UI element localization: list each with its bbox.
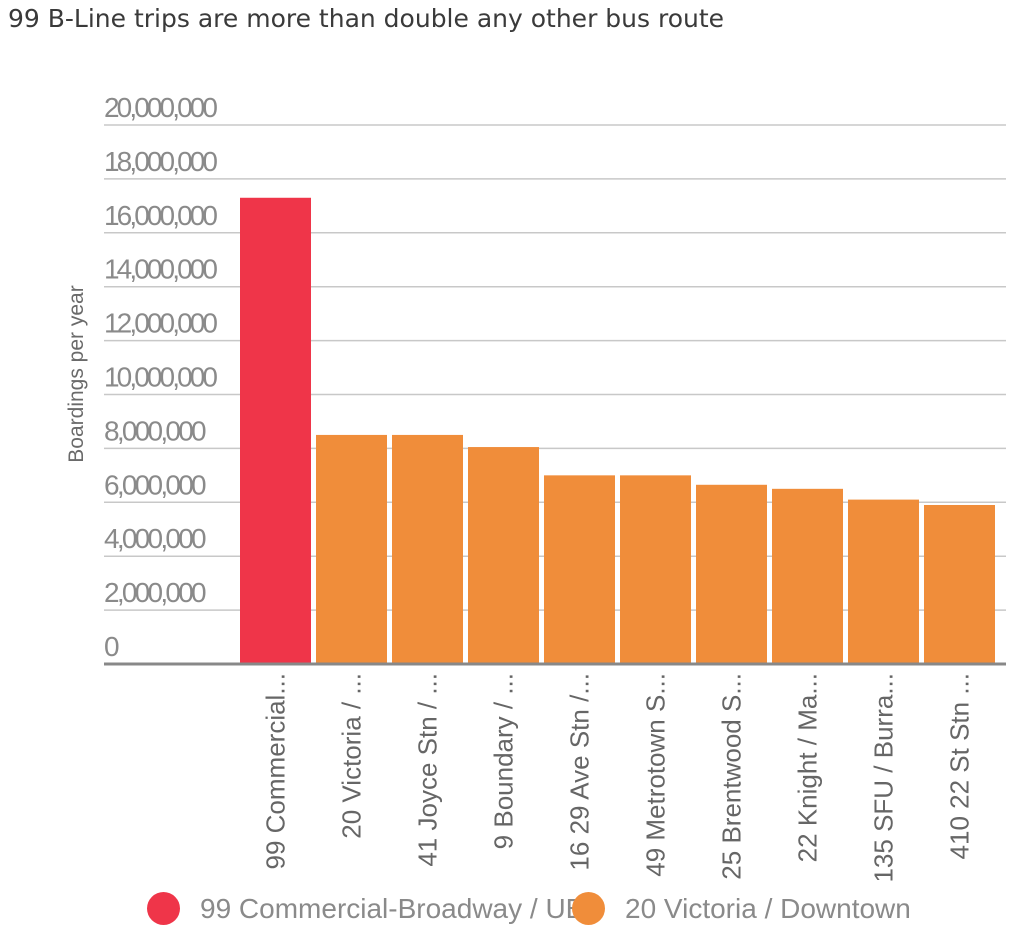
- y-tick-label: 14,000,000: [104, 254, 218, 285]
- x-tick-label: 16 29 Ave Stn /...: [565, 673, 595, 871]
- x-tick-label: 9 Boundary / ...: [489, 673, 519, 849]
- y-tick-label: 12,000,000: [104, 308, 218, 339]
- bar-7[interactable]: [696, 484, 767, 664]
- bar-1[interactable]: [240, 197, 311, 664]
- legend-item-highlight[interactable]: 99 Commercial-Broadway / UBC: [147, 892, 605, 925]
- legend-label: 20 Victoria / Downtown: [625, 892, 911, 924]
- legend-dot-red-icon: [147, 892, 180, 925]
- bar-5[interactable]: [544, 475, 615, 664]
- legend-label: 99 Commercial-Broadway / UBC: [200, 892, 605, 924]
- x-tick-label: 49 Metrotown S...: [641, 673, 671, 877]
- bar-2[interactable]: [316, 434, 387, 664]
- y-tick-label: 10,000,000: [104, 362, 218, 393]
- y-tick-label: 0: [104, 631, 120, 662]
- x-tick-label: 99 Commercial...: [261, 673, 291, 870]
- y-axis-label: Boardings per year: [65, 285, 88, 462]
- x-tick-label: 135 SFU / Burra...: [869, 673, 899, 883]
- y-tick-label: 6,000,000: [104, 469, 207, 500]
- x-tick-label: 41 Joyce Stn / ...: [413, 673, 443, 867]
- x-tick-label: 25 Brentwood S...: [717, 673, 747, 880]
- bar-10[interactable]: [924, 504, 995, 664]
- y-tick-label: 18,000,000: [104, 146, 218, 177]
- bar-8[interactable]: [772, 488, 843, 664]
- legend-item-default[interactable]: 20 Victoria / Downtown: [572, 892, 911, 925]
- x-tick-label: 20 Victoria / ...: [337, 673, 367, 839]
- bar-9[interactable]: [848, 499, 919, 664]
- y-tick-label: 16,000,000: [104, 200, 218, 231]
- y-tick-label: 20,000,000: [104, 92, 218, 123]
- bar-3[interactable]: [392, 434, 463, 664]
- x-axis-ticks: 99 Commercial... 20 Victoria / ... 41 Joyc…: [261, 673, 975, 883]
- bar-6[interactable]: [620, 475, 691, 664]
- legend-dot-orange-icon: [572, 892, 605, 925]
- bars: [240, 197, 995, 664]
- x-tick-label: 410 22 St Stn ...: [945, 673, 975, 859]
- bar-4[interactable]: [468, 447, 539, 664]
- chart-title: 99 B-Line trips are more than double any…: [8, 4, 725, 33]
- y-tick-label: 8,000,000: [104, 415, 207, 446]
- y-axis-ticks: 0 2,000,000 4,000,000 6,000,000 8,000,000 10,…: [104, 92, 218, 662]
- bar-chart: 0 2,000,000 4,000,000 6,000,000 8,000,000 10,…: [65, 92, 1006, 883]
- y-tick-label: 4,000,000: [104, 523, 207, 554]
- y-tick-label: 2,000,000: [104, 577, 207, 608]
- legend: 99 Commercial-Broadway / UBC 20 Victoria…: [0, 892, 1018, 952]
- x-tick-label: 22 Knight / Ma...: [793, 673, 823, 862]
